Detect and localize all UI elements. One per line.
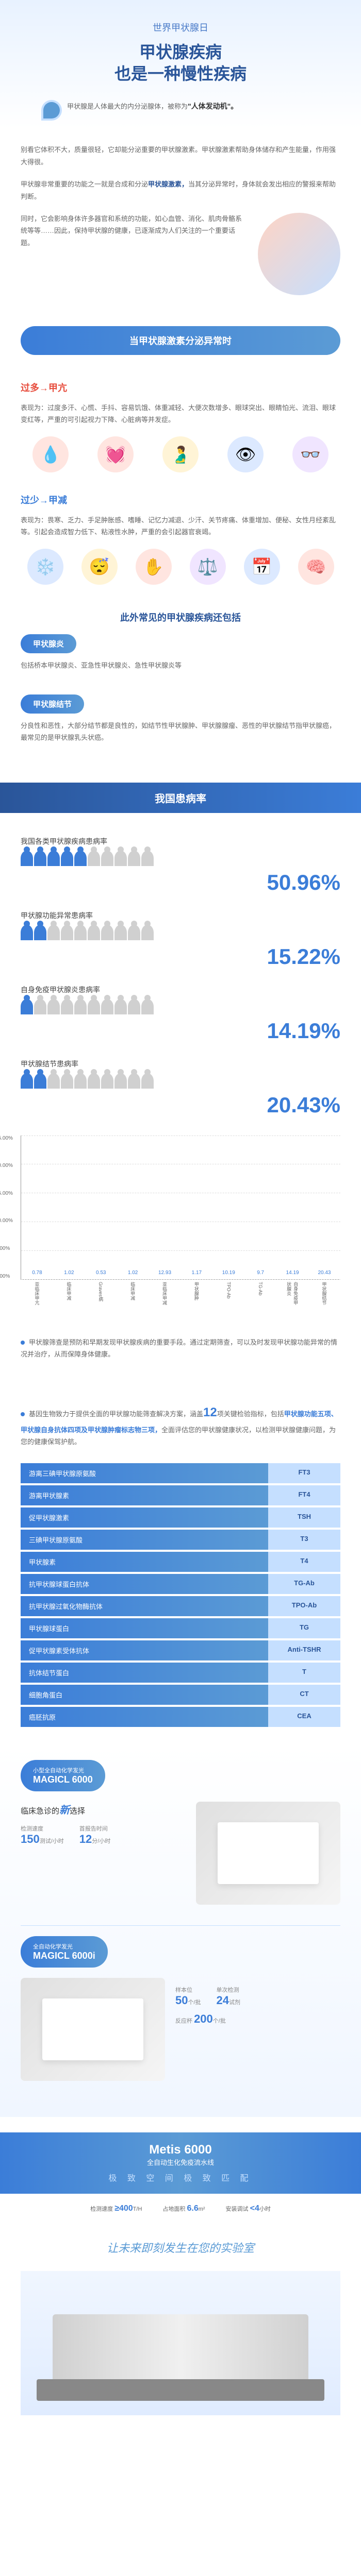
marker-row: 三碘甲状腺原氨酸T3 [21,1530,340,1550]
stat-block: 甲状腺结节患病率20.43% [0,1051,361,1125]
intro-p2: 甲状腺非常重要的功能之一就是合成和分泌甲状腺激素，当其分泌异常时，身体就会发出相… [21,178,340,202]
marker-row: 抗甲状腺球蛋白抗体TG-Ab [21,1574,340,1594]
hyperthyroid-block: 过多→甲亢 表现为：过度多汗、心慌、手抖、容易饥饿、体重减轻、大便次数增多、眼球… [0,370,361,483]
hyper-title: 过多→甲亢 [21,381,340,394]
metis-specs: 检测速度 ≥400T/H 占地面积 6.6m² 安装调试 <4小时 [0,2194,361,2224]
tired-icon: 😴 [81,549,118,585]
main-title: 甲状腺疾病 也是一种慢性疾病 [21,42,340,84]
marker-row: 促甲状腺素受体抗体Anti-TSHR [21,1640,340,1660]
eye-icon: 👁 [227,436,264,472]
hyper-icons: 💧 💓 🫃 👁 👓 [21,436,340,472]
intro-illustration: 同时，它会影响身体许多器官和系统的功能，如心血管、消化、肌肉骨骼系统等等……因此… [21,213,340,295]
brain-icon: 🧠 [298,549,334,585]
pipeline-machine-image [21,2271,340,2415]
world-day-subtitle: 世界甲状腺日 [21,21,340,34]
nodule-block: 甲状腺结节 分良性和恶性，大部分结节都是良性的，如结节性甲状腺肿、甲状腺腺瘤、恶… [0,694,361,767]
marker-row: 促甲状腺激素TSH [21,1507,340,1528]
hypo-icons: ❄️ 😴 ✋ ⚖️ 📅 🧠 [21,549,340,585]
rate-banner: 我国患病率 [0,783,361,813]
marker-table: 游离三碘甲状腺原氨酸FT3游离甲状腺素FT4促甲状腺激素TSH三碘甲状腺原氨酸T… [0,1463,361,1744]
marker-row: 细胞角蛋白CT [21,1685,340,1705]
marker-row: 游离甲状腺素FT4 [21,1485,340,1505]
weight-icon: ⚖️ [190,549,226,585]
calendar-icon: 📅 [244,549,280,585]
marker-row: 游离三碘甲状腺原氨酸FT3 [21,1463,340,1483]
marker-row: 抗甲状腺过氧化物酶抗体TPO-Ab [21,1596,340,1616]
other-diseases-title: 此外常见的甲状腺疾病还包括 [0,611,361,624]
product2-image [21,1978,165,2081]
hypo-title: 过少→甲减 [21,493,340,506]
product1-card: 小型全自动化学发光 MAGICL 6000 [21,1760,105,1791]
person-illustration-icon [258,213,340,295]
stat-block: 甲状腺功能异常患病率15.22% [0,903,361,977]
chart-section: 25.00%20.00%15.00%10.00%5.00%0.00% 0.78亚… [0,1125,361,1321]
hypothyroid-block: 过少→甲减 表现为：畏寒、乏力、手足肿胀感、嗜睡、记忆力减退、少汗、关节疼痛、体… [0,483,361,595]
marker-row: 甲状腺素T4 [21,1552,340,1572]
intro-section: 别看它体积不大，质量很轻，它却能分泌重要的甲状腺激素。甲状腺激素帮助身体储存和产… [0,128,361,311]
product2-card: 全自动化学发光 MAGICL 6000i [21,1936,108,1968]
marker-row: 癌胚抗原CEA [21,1707,340,1727]
cold-icon: ❄️ [27,549,63,585]
heart-icon: 💓 [97,436,134,472]
hand-icon: ✋ [136,549,172,585]
vision-icon: 👓 [292,436,329,472]
stomach-icon: 🫃 [162,436,199,472]
marker-row: 抗体结节蛋白T [21,1663,340,1683]
prevalence-chart: 25.00%20.00%15.00%10.00%5.00%0.00% 0.78亚… [21,1136,340,1280]
rates-container: 我国各类甲状腺疾病患病率50.96%甲状腺功能异常患病率15.22%自身免疫甲状… [0,828,361,1125]
marker-row: 甲状腺球蛋白TG [21,1618,340,1638]
metis-banner: Metis 6000 全自动生化免疫流水线 极 致 空 间 极 致 匹 配 [0,2132,361,2194]
screening-section: 甲状腺筛查是预防和早期发现甲状腺疾病的重要手段。通过定期筛查，可以及时发现甲状腺… [0,1321,361,1386]
intro-p1: 别看它体积不大，质量很轻，它却能分泌重要的甲状腺激素。甲状腺激素帮助身体储存和产… [21,144,340,168]
quote-box: 甲状腺是人体最大的内分泌腺体，被称为"人体发动机"。 [41,100,320,113]
products-section: 小型全自动化学发光 MAGICL 6000 临床急诊的新选择 检测速度150测试… [0,1744,361,2117]
header-section: 世界甲状腺日 甲状腺疾病 也是一种慢性疾病 甲状腺是人体最大的内分泌腺体，被称为… [0,0,361,128]
product1-image [196,1802,340,1905]
abnormal-banner: 当甲状腺激素分泌异常时 [21,326,340,355]
stat-block: 自身免疫甲状腺炎患病率14.19% [0,977,361,1051]
gene-block: 基因生物致力于提供全面的甲状腺功能筛查解决方案，涵盖12项关键检验指标，包括甲状… [0,1386,361,1463]
inflammation-block: 甲状腺炎 包括桥本甲状腺炎、亚急性甲状腺炎、急性甲状腺炎等 [0,634,361,694]
sweat-icon: 💧 [32,436,69,472]
tagline: 让未来即刻发生在您的实验室 [0,2224,361,2271]
stat-block: 我国各类甲状腺疾病患病率50.96% [0,828,361,903]
